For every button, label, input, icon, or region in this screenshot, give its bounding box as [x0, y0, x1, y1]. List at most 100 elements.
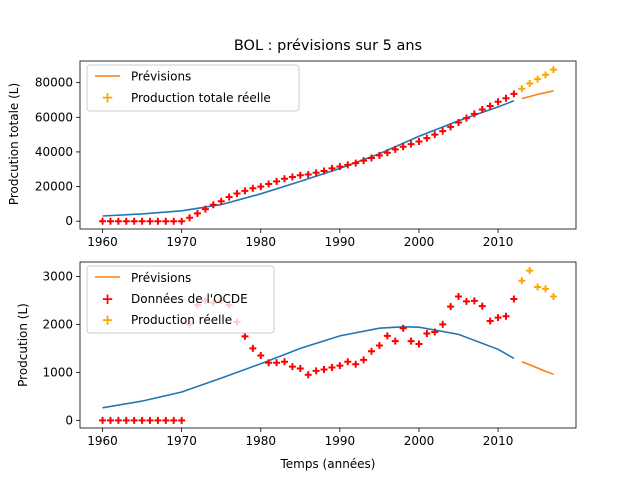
data-point	[273, 177, 281, 185]
y-tick-label: 2000	[42, 317, 73, 331]
data-point	[399, 324, 407, 332]
x-tick-label: 2000	[404, 235, 435, 249]
y-tick-label: 0	[65, 214, 73, 228]
chart-panel-total: BOL : prévisions sur 5 ans Prodcution to…	[7, 38, 577, 249]
x-tick-label: 1980	[245, 434, 276, 448]
data-point	[114, 416, 122, 424]
y-tick-label: 60000	[35, 110, 73, 124]
data-point	[549, 66, 557, 74]
data-point	[534, 283, 542, 291]
data-point	[288, 363, 296, 371]
data-point	[249, 184, 257, 192]
data-point	[368, 347, 376, 355]
y-tick-label: 1000	[42, 365, 73, 379]
x-tick-label: 1990	[325, 235, 356, 249]
data-point	[439, 127, 447, 135]
data-point	[99, 217, 107, 225]
data-point	[518, 85, 526, 93]
x-tick-label: 2010	[483, 434, 514, 448]
data-point	[518, 277, 526, 285]
data-point	[280, 175, 288, 183]
data-point	[526, 267, 534, 275]
data-point	[510, 295, 518, 303]
data-point	[249, 344, 257, 352]
data-point	[312, 169, 320, 177]
legend-plus-swatch: +	[101, 89, 114, 107]
data-point	[273, 359, 281, 367]
x-tick-label: 1970	[166, 434, 197, 448]
y-tick-label: 80000	[35, 76, 73, 90]
data-point	[170, 217, 178, 225]
legend-frame	[86, 64, 300, 112]
x-tick-label: 1960	[87, 235, 118, 249]
legend-frame	[86, 265, 275, 334]
data-point	[265, 359, 273, 367]
y-tick-label: 3000	[42, 269, 73, 283]
x-tick-label: 1980	[245, 235, 276, 249]
data-point	[178, 217, 186, 225]
data-point	[399, 143, 407, 151]
data-point	[193, 209, 201, 217]
data-point	[170, 416, 178, 424]
data-point	[383, 149, 391, 157]
data-point	[431, 131, 439, 139]
series-line-1	[521, 361, 554, 376]
y-axis-label: Prodcution (L)	[16, 303, 30, 387]
data-point	[138, 217, 146, 225]
data-point	[383, 332, 391, 340]
legend-label: Prévisions	[131, 271, 191, 285]
data-point	[549, 293, 557, 301]
data-point	[328, 164, 336, 172]
legend-label: Données de l'OCDE	[131, 292, 248, 306]
data-point	[431, 328, 439, 336]
legend-label: Production réelle	[131, 313, 232, 327]
data-point	[391, 337, 399, 345]
data-point	[99, 416, 107, 424]
data-point	[423, 134, 431, 142]
data-point	[462, 114, 470, 122]
data-point	[217, 197, 225, 205]
data-point	[447, 123, 455, 131]
data-point	[368, 154, 376, 162]
chart-title: BOL : prévisions sur 5 ans	[234, 38, 422, 54]
axes-frame	[79, 261, 577, 429]
plot-area-total: 1960 1970 1980 1990 2000 2010 0 20000 40000 60000…	[35, 60, 577, 249]
legend-annual: Prévisions + Données de l'OCDE + Product…	[86, 265, 275, 334]
axes-frame	[79, 60, 577, 230]
data-point	[106, 416, 114, 424]
data-point	[352, 360, 360, 368]
data-point	[407, 140, 415, 148]
data-point	[486, 102, 494, 110]
data-point	[415, 138, 423, 146]
data-point	[470, 297, 478, 305]
data-point	[257, 352, 265, 360]
data-point	[288, 173, 296, 181]
data-point	[209, 201, 217, 209]
data-point	[462, 297, 470, 305]
data-point	[201, 205, 209, 213]
legend-plus-swatch: +	[101, 311, 114, 329]
legend-plus-swatch: +	[101, 290, 114, 308]
data-point	[455, 118, 463, 126]
data-point	[154, 416, 162, 424]
data-point	[360, 356, 368, 364]
data-point	[534, 75, 542, 83]
data-point	[320, 167, 328, 175]
data-point	[486, 317, 494, 325]
data-point	[336, 362, 344, 370]
data-point	[320, 365, 328, 373]
x-tick-label: 2000	[404, 434, 435, 448]
data-point	[296, 171, 304, 179]
data-point	[423, 329, 431, 337]
data-point	[304, 371, 312, 379]
data-point	[280, 358, 288, 366]
data-point	[542, 285, 550, 293]
data-point	[494, 98, 502, 106]
data-point	[138, 416, 146, 424]
data-point	[415, 340, 423, 348]
data-point	[439, 320, 447, 328]
x-axis-label: Temps (années)	[280, 457, 376, 471]
data-point	[154, 217, 162, 225]
data-point	[296, 365, 304, 373]
